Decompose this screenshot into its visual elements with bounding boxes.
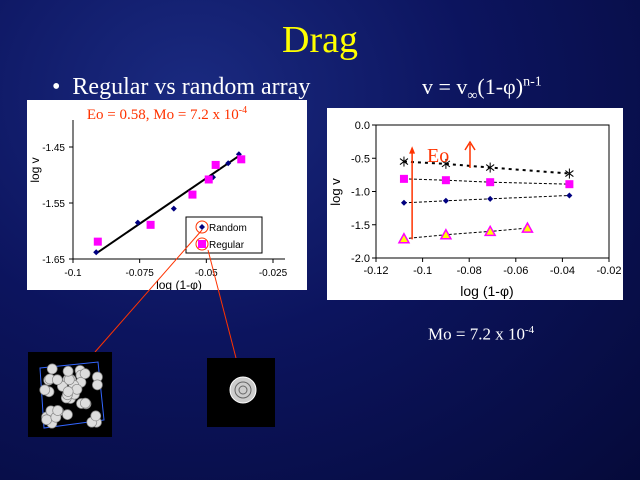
left-chart: Eo = 0.58, Mo = 7.2 x 10-4 -0.1 -0.075 -0.… — [27, 100, 307, 292]
eo-arrow-head — [409, 146, 416, 154]
star-stroke — [485, 164, 495, 171]
regular-sphere-icon — [229, 376, 257, 404]
legend-marker — [199, 224, 205, 230]
series-line — [403, 227, 528, 240]
y-tick-label: -1.45 — [42, 143, 65, 154]
y-tick-label: -1.5 — [351, 220, 370, 232]
x-tick-label: -0.08 — [457, 265, 482, 277]
data-point-square — [399, 174, 408, 183]
legend-label-random: Random — [209, 223, 247, 234]
x-tick-label: -0.075 — [125, 268, 154, 279]
y-tick-label: -1.55 — [42, 199, 65, 210]
y-tick-label: -0.5 — [351, 153, 370, 165]
star-stroke — [441, 160, 451, 168]
data-point-random — [93, 249, 100, 256]
y-axis-label: log v — [28, 157, 42, 182]
slide-title: Drag — [282, 19, 358, 61]
data-point-regular — [93, 237, 102, 246]
sphere — [71, 383, 83, 395]
series-line — [403, 178, 570, 185]
legend-label-regular: Regular — [209, 240, 245, 251]
random-spheres-icon — [39, 361, 105, 429]
sphere — [41, 414, 52, 426]
x-axis-label: log (1-φ) — [460, 283, 513, 299]
data-point-random — [134, 219, 141, 226]
data-point-diamond — [566, 192, 573, 199]
x-tick-label: -0.025 — [259, 268, 288, 279]
legend-highlight-circle — [195, 237, 209, 251]
legend-highlight-circle — [195, 220, 209, 234]
x-tick-label: -0.05 — [195, 268, 218, 279]
legend-marker — [198, 240, 206, 248]
drag-formula: v = v∞(1-φ)n-1 — [422, 74, 542, 104]
eo-up-arrow-head — [464, 140, 476, 151]
data-point-regular — [204, 175, 213, 184]
sphere — [92, 379, 103, 391]
data-point-triangle — [521, 221, 534, 233]
data-point-star — [399, 156, 409, 167]
data-point-star — [485, 162, 495, 173]
bullet-icon: • — [52, 74, 73, 100]
x-tick-label: -0.12 — [363, 265, 388, 277]
y-tick-label: -1.0 — [351, 187, 370, 199]
sphere — [39, 384, 51, 396]
data-point-star — [441, 158, 451, 169]
sphere — [62, 386, 74, 397]
data-point-diamond — [400, 199, 407, 206]
data-point-triangle — [483, 224, 497, 237]
callout-line-random — [94, 229, 203, 353]
data-point-regular — [188, 190, 197, 199]
star-stroke — [399, 158, 409, 165]
data-point-regular — [237, 155, 246, 164]
star-stroke — [565, 170, 574, 177]
y-tick-label: -2.0 — [351, 253, 370, 265]
data-point-star — [565, 168, 574, 179]
chart-annotation: Eo = 0.58, Mo = 7.2 x 10-4 — [87, 105, 247, 123]
right-chart-svg: -0.12 -0.1 -0.08 -0.06 -0.04 -0.02 0.0 -0.5 -1.0… — [328, 120, 622, 299]
sphere — [51, 374, 63, 386]
right-chart: -0.12 -0.1 -0.08 -0.06 -0.04 -0.02 0.0 -0.5 -1.0… — [327, 108, 623, 300]
trendline — [95, 154, 241, 255]
data-point-diamond — [487, 195, 494, 202]
data-point-random — [170, 205, 177, 212]
sphere — [90, 410, 102, 422]
data-point-regular — [211, 160, 220, 169]
bullet-text: Regular vs random array — [72, 74, 311, 100]
y-tick-label: 0.0 — [355, 120, 370, 132]
x-tick-label: -0.02 — [596, 265, 621, 277]
data-point-diamond — [442, 197, 449, 204]
sphere — [62, 365, 74, 377]
left-chart-svg: Eo = 0.58, Mo = 7.2 x 10-4 -0.1 -0.075 -0.… — [28, 105, 288, 292]
x-tick-label: -0.1 — [64, 268, 82, 279]
data-point-triangle — [397, 232, 411, 244]
x-axis-label: log (1-φ) — [156, 278, 202, 290]
sphere — [52, 405, 64, 416]
series-line — [403, 194, 570, 204]
callout-line-regular — [207, 249, 237, 359]
y-axis-label: log v — [328, 178, 343, 206]
y-tick-label: -1.65 — [42, 255, 65, 266]
mo-label: Mo = 7.2 x 10-4 — [428, 324, 535, 344]
data-point-square — [565, 180, 574, 189]
x-tick-label: -0.04 — [550, 265, 575, 277]
bullet-item: • Regular vs random array — [52, 74, 310, 101]
sphere — [46, 363, 58, 375]
x-tick-label: -0.1 — [413, 265, 432, 277]
sphere — [79, 368, 91, 379]
data-point-square — [441, 176, 450, 185]
eo-label: Eo — [427, 145, 449, 167]
data-point-square — [486, 178, 495, 187]
series-line — [403, 160, 570, 175]
data-point-regular — [146, 220, 155, 229]
data-point-random — [225, 160, 232, 167]
sphere — [62, 409, 73, 420]
data-point-triangle — [439, 228, 453, 240]
sphere — [79, 397, 91, 409]
x-tick-label: -0.06 — [503, 265, 528, 277]
cube-outline — [39, 361, 105, 429]
